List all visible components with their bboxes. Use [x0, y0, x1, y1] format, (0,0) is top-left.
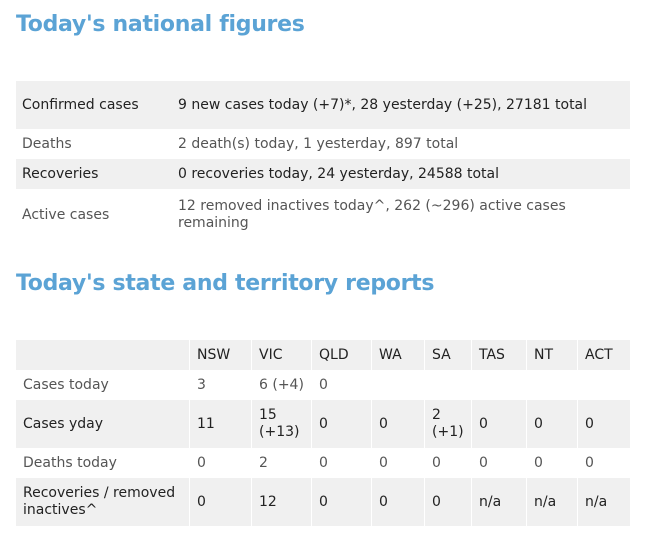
column-header-wa: WA	[372, 340, 425, 370]
state-reports-table: NSW VIC QLD WA SA TAS NT ACT Cases today…	[16, 340, 630, 526]
table-cell: 2 (+1)	[425, 400, 472, 448]
table-header-row: NSW VIC QLD WA SA TAS NT ACT	[16, 340, 630, 370]
row-label-deaths-today: Deaths today	[16, 448, 190, 478]
column-header	[16, 340, 190, 370]
table-cell: 0	[472, 400, 527, 448]
table-cell	[472, 370, 527, 400]
table-cell: 3	[190, 370, 252, 400]
table-cell: 6 (+4)	[252, 370, 312, 400]
table-cell: 12	[252, 478, 312, 526]
row-value-active-cases: 12 removed inactives today^, 262 (~296) …	[178, 198, 566, 231]
national-figures-table: Confirmed cases 9 new cases today (+7)*,…	[16, 81, 630, 241]
table-row: Confirmed cases 9 new cases today (+7)*,…	[16, 81, 630, 129]
table-row: Deaths 2 death(s) today, 1 yesterday, 89…	[16, 129, 630, 159]
column-header-vic: VIC	[252, 340, 312, 370]
row-value-deaths: 2 death(s) today, 1 yesterday, 897 total	[178, 135, 459, 152]
table-cell: 0	[372, 478, 425, 526]
state-reports-heading: Today's state and territory reports	[16, 271, 435, 296]
row-label-cases-today: Cases today	[16, 370, 190, 400]
table-cell: 0	[527, 448, 578, 478]
row-label-cases-yday: Cases yday	[16, 400, 190, 448]
table-cell	[578, 370, 630, 400]
row-value-confirmed-cases: 9 new cases today (+7)*, 28 yesterday (+…	[172, 81, 630, 129]
column-header-nt: NT	[527, 340, 578, 370]
table-cell: 0	[425, 478, 472, 526]
column-header-sa: SA	[425, 340, 472, 370]
table-cell: 0	[472, 448, 527, 478]
table-cell: 11	[190, 400, 252, 448]
table-cell: 0	[312, 448, 372, 478]
table-cell: 0	[527, 400, 578, 448]
table-cell: n/a	[527, 478, 578, 526]
table-row: Deaths today 0 2 0 0 0 0 0 0	[16, 448, 630, 478]
table-cell: 2	[252, 448, 312, 478]
table-cell: 15 (+13)	[252, 400, 312, 448]
table-cell: 0	[190, 448, 252, 478]
table-cell: 0	[312, 478, 372, 526]
table-cell: 0	[372, 448, 425, 478]
row-label-deaths: Deaths	[22, 135, 72, 152]
table-cell	[372, 370, 425, 400]
table-row: Cases today 3 6 (+4) 0	[16, 370, 630, 400]
table-cell	[425, 370, 472, 400]
row-label-recoveries-removed-inactives: Recoveries / removed inactives^	[16, 478, 190, 526]
table-cell: 0	[372, 400, 425, 448]
table-cell: 0	[578, 400, 630, 448]
table-cell: 0	[312, 370, 372, 400]
national-figures-heading: Today's national figures	[16, 12, 305, 37]
table-cell: 0	[585, 454, 594, 471]
column-header-qld: QLD	[312, 340, 372, 370]
column-header-act: ACT	[578, 340, 630, 370]
table-cell	[527, 370, 578, 400]
table-row: Cases yday 11 15 (+13) 0 0 2 (+1) 0 0 0	[16, 400, 630, 448]
table-cell: 0	[312, 400, 372, 448]
row-label-active-cases: Active cases	[22, 206, 110, 223]
table-cell: n/a	[472, 478, 527, 526]
row-label-confirmed-cases: Confirmed cases	[16, 81, 172, 129]
table-cell: 0	[190, 478, 252, 526]
table-row: Recoveries / removed inactives^ 0 12 0 0…	[16, 478, 630, 526]
column-header-tas: TAS	[472, 340, 527, 370]
row-label-recoveries: Recoveries	[16, 159, 172, 189]
row-value-recoveries: 0 recoveries today, 24 yesterday, 24588 …	[172, 159, 630, 189]
column-header-nsw: NSW	[190, 340, 252, 370]
table-row: Recoveries 0 recoveries today, 24 yester…	[16, 159, 630, 189]
table-cell: n/a	[578, 478, 630, 526]
table-cell: 0	[425, 448, 472, 478]
table-row: Active cases 12 removed inactives today^…	[16, 189, 630, 241]
